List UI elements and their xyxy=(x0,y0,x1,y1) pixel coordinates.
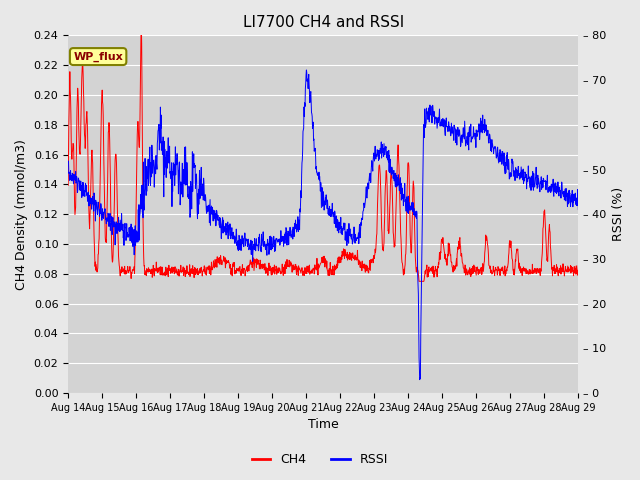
Y-axis label: CH4 Density (mmol/m3): CH4 Density (mmol/m3) xyxy=(15,139,28,289)
Text: WP_flux: WP_flux xyxy=(73,51,123,62)
Title: LI7700 CH4 and RSSI: LI7700 CH4 and RSSI xyxy=(243,15,404,30)
X-axis label: Time: Time xyxy=(308,419,339,432)
Legend: CH4, RSSI: CH4, RSSI xyxy=(246,448,394,471)
Y-axis label: RSSI (%): RSSI (%) xyxy=(612,187,625,241)
